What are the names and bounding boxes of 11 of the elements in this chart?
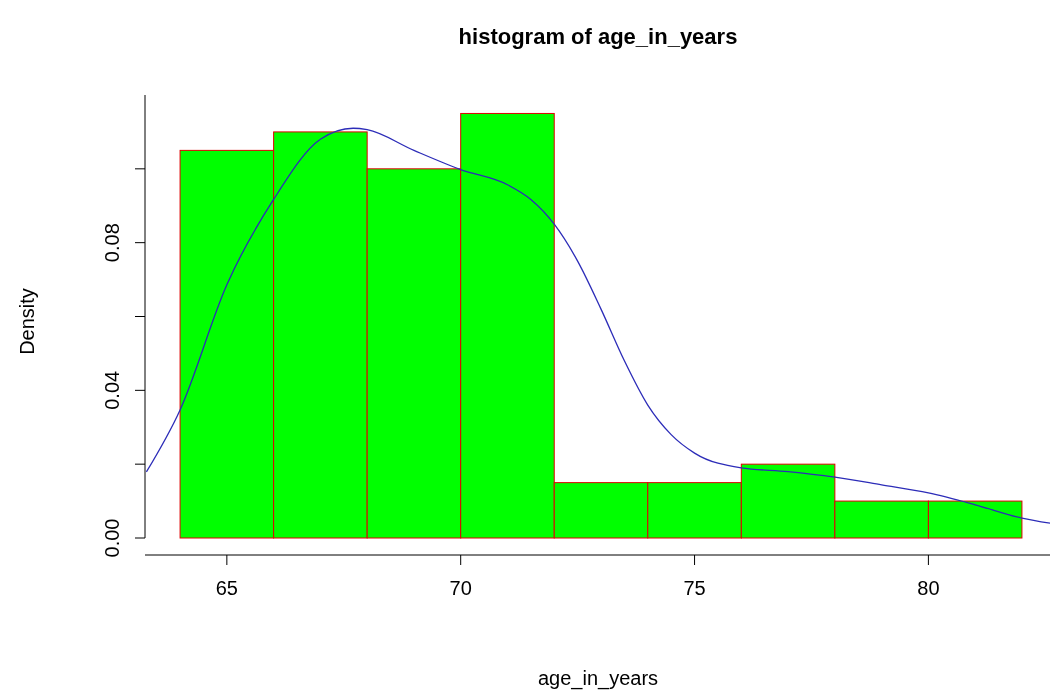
x-axis-title: age_in_years: [537, 667, 659, 690]
x-tick-label: 75: [683, 577, 706, 599]
x-tick-label: 80: [917, 577, 940, 599]
x-tick-label: 70: [449, 577, 472, 599]
text: 0.00: [101, 518, 123, 558]
y-axis-title: Density: [16, 288, 38, 355]
y-tick-label: 0.04: [101, 370, 123, 410]
y-tick-label: 0.08: [101, 223, 123, 263]
line-series: [145, 127, 1050, 524]
x-tick-label: 65: [215, 577, 238, 599]
chart-title: histogram of age_in_years: [458, 24, 738, 49]
